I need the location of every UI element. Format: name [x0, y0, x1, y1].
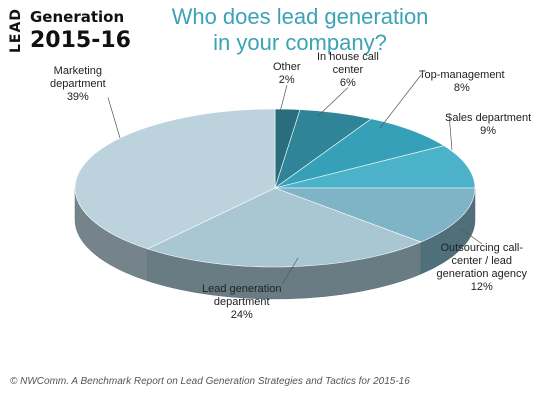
chart-title: Who does lead generation in your company…: [150, 4, 450, 56]
pie-label-3-line-0: Sales department: [445, 112, 532, 124]
pie-leader-line-5: [281, 257, 299, 285]
pie-label-2-line-0: Top-management: [419, 69, 505, 81]
pie-value-0: 2%: [278, 74, 295, 86]
chart-title-line-2: in your company?: [213, 30, 387, 55]
pie-label-2: Top-management 8%: [419, 69, 505, 95]
pie-leader-line-1: [317, 87, 349, 117]
pie-value-4: 12%: [470, 281, 493, 293]
pie-label-6-line-1: department: [50, 77, 106, 90]
brand-year-text: 2015-16: [30, 28, 131, 53]
brand-generation-text: Generation: [30, 8, 125, 26]
pie-label-0: Other 2%: [273, 61, 301, 87]
pie-slice-6: [74, 108, 276, 250]
pie-label-1: In house call center 6%: [317, 51, 379, 90]
pie-value-5: 24%: [230, 308, 253, 321]
pie-slice-3: [274, 145, 476, 189]
pie-label-3: Sales department 9%: [445, 112, 531, 138]
pie-slice-2: [274, 118, 445, 189]
pie-value-6: 39%: [66, 90, 89, 103]
footer-credit: © NWComm. A Benchmark Report on Lead Gen…: [10, 376, 410, 387]
pie-leader-line-4: [459, 227, 483, 245]
pie-label-5-line-1: department: [213, 295, 270, 308]
pie-leader-line-2: [379, 74, 422, 129]
pie-leader-line-0: [279, 84, 288, 113]
pie-label-5-line-0: Lead generation: [202, 282, 282, 295]
pie-label-4-line-2: generation agency: [436, 268, 528, 280]
pie-label-6-line-0: Marketing: [53, 64, 102, 77]
pie-slice-5: [146, 187, 422, 268]
pie-slice-4: [274, 187, 476, 243]
pie-label-5: Lead generation department 24%: [202, 283, 282, 322]
brand-logo: LEAD Generation 2015-16: [6, 4, 131, 56]
pie-label-6: Marketing department 39%: [50, 65, 106, 104]
pie-value-1: 6%: [339, 76, 356, 89]
chart-title-line-1: Who does lead generation: [171, 4, 429, 29]
pie-label-4-line-0: Outsourcing call-: [440, 242, 524, 254]
pie-label-1-line-0: In house call: [317, 50, 379, 63]
pie-value-2: 8%: [453, 82, 470, 94]
pie-label-0-line-0: Other: [273, 61, 301, 73]
pie-leader-line-3: [448, 113, 453, 151]
pie-value-3: 9%: [480, 125, 497, 137]
pie-label-1-line-1: center: [332, 63, 364, 76]
pie-label-4-line-1: center / lead: [451, 255, 513, 267]
pie-leader-line-6: [107, 97, 121, 139]
pie-label-4: Outsourcing call-center / lead generation…: [437, 242, 528, 294]
